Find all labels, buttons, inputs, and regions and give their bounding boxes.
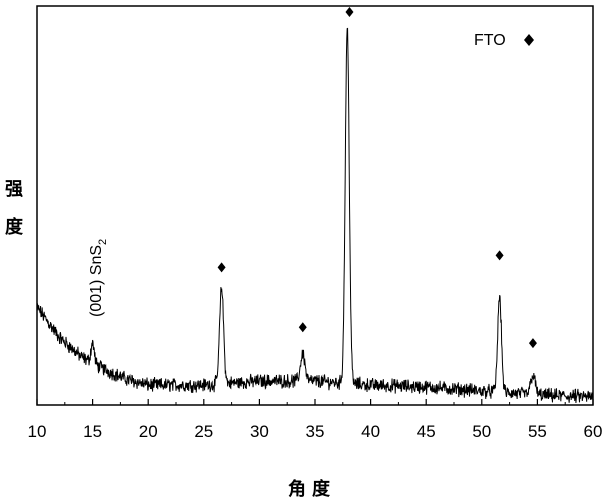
legend-label: FTO [474,32,506,49]
legend: FTO [474,32,534,49]
x-tick-label: 10 [28,422,47,441]
xrd-pattern-line [37,28,593,402]
sns2-annotation: (001) SnS2 [88,239,109,317]
x-tick-label: 45 [417,422,436,441]
x-tick-label: 35 [306,422,325,441]
fto-diamond-icon [345,7,353,17]
x-tick-label: 40 [361,422,380,441]
x-tick-label: 50 [472,422,491,441]
fto-diamond-icon [299,322,307,332]
x-tick-label: 30 [250,422,269,441]
x-tick-label: 15 [83,422,102,441]
y-axis-title-char-2: 度 [5,216,24,238]
fto-diamond-icon [218,262,226,272]
annotation-prefix: (001) SnS [88,245,105,317]
x-tick-label: 55 [528,422,547,441]
x-axis-tick-labels: 10 15 20 25 30 35 40 45 50 55 60 [28,422,603,441]
fto-markers [218,7,537,348]
x-tick-label: 20 [139,422,158,441]
x-tick-label: 25 [194,422,213,441]
y-axis-title-char-1: 强 [5,179,23,200]
fto-diamond-icon [529,338,537,348]
annotation-subscript: 2 [97,239,109,245]
annotation-label: (001) SnS2 [88,239,109,317]
x-tick-label: 60 [584,422,603,441]
plot-frame [37,6,593,405]
x-axis-title: 角度 [288,478,336,500]
y-axis-title: 强 度 [5,179,24,238]
x-axis-ticks [37,399,593,405]
legend-diamond-icon [524,34,534,46]
fto-diamond-icon [496,250,504,260]
